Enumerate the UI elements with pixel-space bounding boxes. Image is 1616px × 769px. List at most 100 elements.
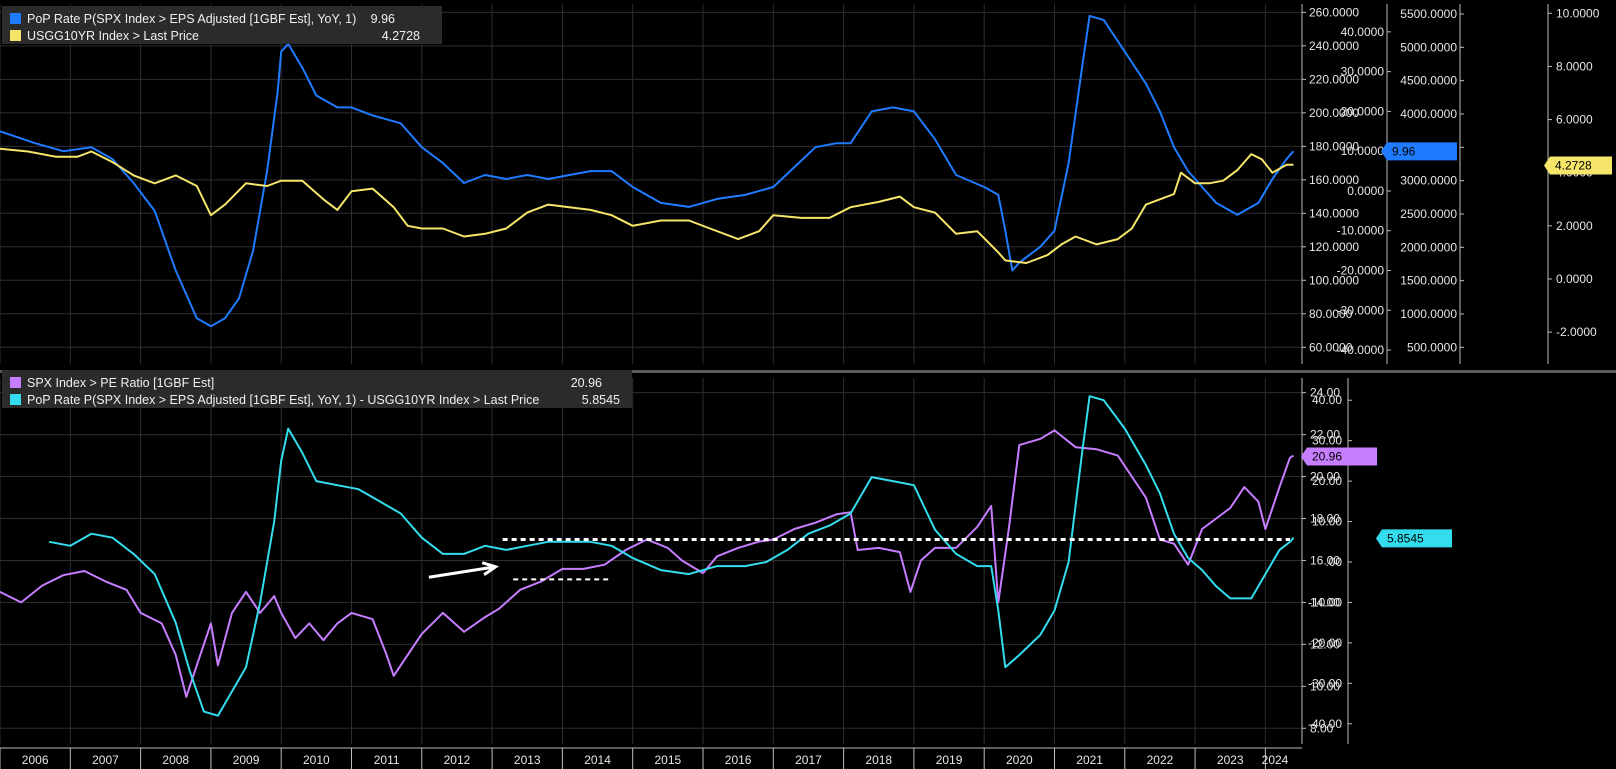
tick-label-bottom-axis2: .00 [1325,555,1342,569]
tick-label-top-axis2: -40.0000 [1337,343,1385,357]
x-tick-label: 2018 [865,753,892,767]
tick-label-bottom-axis1: 8.00 [1310,721,1334,735]
tick-label-bottom-axis1: 12.00 [1310,637,1340,651]
tick-label-top-axis4: 8.0000 [1556,59,1593,73]
tick-label-bottom-axis1: 24.00 [1310,386,1340,400]
tick-label-top-axis3: 500.0000 [1407,340,1457,354]
tick-label-top-axis1: 60.0000 [1309,340,1353,354]
tick-label-top-axis4: 0.0000 [1556,272,1593,286]
value-badge [1381,142,1457,161]
legend-value: 9.96 [371,12,395,26]
tick-label-top-axis1: 80.0000 [1309,307,1353,321]
panel-divider [0,370,1616,373]
tick-label-top-axis1: 240.0000 [1309,39,1359,53]
tick-label-top-axis4: -2.0000 [1556,325,1597,339]
annotation-arrow [428,565,496,579]
axes-layer: 260.0000 240.0000 220.0000 200.0000 180.0000… [1301,4,1600,744]
tick-label-top-axis3: 5500.0000 [1400,7,1457,21]
legend-value: 5.8545 [582,393,620,407]
tick-label-bottom-axis2: -30.00 [1308,676,1342,690]
legend-value: 20.96 [571,376,602,390]
tick-label-top-axis3: 1000.0000 [1400,307,1457,321]
tick-label-top-axis2: 30.0000 [1341,65,1385,79]
tick-label-top-axis4: 6.0000 [1556,113,1593,127]
annotation-arrow-head [481,561,500,576]
tick-label-bottom-axis1: 14.00 [1310,595,1340,609]
tick-label-top-axis3: 2500.0000 [1400,207,1457,221]
x-tick-label: 2014 [584,753,611,767]
legend-swatch [10,30,21,41]
tick-label-top-axis3: 4500.0000 [1400,74,1457,88]
x-tick-label: 2008 [162,753,189,767]
value-badge [1544,156,1612,175]
x-tick-label: 2019 [936,753,963,767]
tick-label-bottom-axis2: 40.00 [1312,393,1342,407]
tick-label-top-axis2: -10.0000 [1337,224,1385,238]
tick-label-top-axis1: 260.0000 [1309,5,1359,19]
tick-label-top-axis2: 10.0000 [1341,144,1385,158]
tick-label-top-axis3: 4000.0000 [1400,107,1457,121]
annotations-layer [428,538,1290,581]
tick-label-top-axis2: -20.0000 [1337,264,1385,278]
tick-label-bottom-axis2: -10.00 [1308,595,1342,609]
x-tick-label: 2023 [1217,753,1244,767]
tick-label-top-axis3: 2000.0000 [1400,240,1457,254]
tick-label-bottom-axis2: 30.00 [1312,434,1342,448]
x-tick-label: 2021 [1076,753,1103,767]
x-tick-label: 2022 [1147,753,1174,767]
series-layer [0,14,1295,717]
x-tick-label: 2017 [795,753,822,767]
tick-label-top-axis4: 10.0000 [1556,6,1600,20]
tick-label-bottom-axis2: -40.00 [1308,717,1342,731]
tick-label-bottom-axis1: 10.00 [1310,679,1340,693]
value-badge-text: 20.96 [1312,449,1342,463]
legend-value: 4.2728 [382,29,420,43]
tick-label-bottom-axis1: 20.00 [1310,470,1340,484]
tick-label-top-axis1: 140.0000 [1309,206,1359,220]
x-tick-label: 2010 [303,753,330,767]
tick-label-bottom-axis2: 20.00 [1312,474,1342,488]
tick-label-top-axis4: 2.0000 [1556,219,1593,233]
x-tick-label: 2009 [233,753,260,767]
legend-label: USGG10YR Index > Last Price [27,29,199,43]
x-tick-label: 2006 [22,753,49,767]
legend-box-bottom[interactable] [2,370,632,408]
tick-label-top-axis2: 40.0000 [1341,25,1385,39]
tick-label-top-axis2: 20.0000 [1341,104,1385,118]
tick-label-bottom-axis2: -20.00 [1308,636,1342,650]
tick-label-top-axis2: -30.0000 [1337,303,1385,317]
x-tick-label: 2015 [654,753,681,767]
x-tick-label: 2020 [1006,753,1033,767]
legend-swatch [10,394,21,405]
legend-label: PoP Rate P(SPX Index > EPS Adjusted [1GB… [27,12,356,26]
tick-label-top-axis1: 120.0000 [1309,240,1359,254]
tick-label-top-axis1: 220.0000 [1309,72,1359,86]
tick-label-top-axis2: 0.0000 [1347,184,1384,198]
series-line-bottom-0 [0,429,1295,698]
tick-label-top-axis1: 100.0000 [1309,273,1359,287]
legend-label: PoP Rate P(SPX Index > EPS Adjusted [1GB… [27,393,539,407]
series-line-bottom-1 [49,395,1295,717]
x-tick-label: 2007 [92,753,119,767]
value-badge-text: 5.8545 [1387,531,1424,545]
tick-label-top-axis1: 180.0000 [1309,139,1359,153]
legends-layer[interactable]: PoP Rate P(SPX Index > EPS Adjusted [1GB… [2,6,632,408]
legend-swatch [10,13,21,24]
tick-label-bottom-axis1: 18.00 [1310,512,1340,526]
x-tick-label: 2016 [725,753,752,767]
series-line-top-1 [0,147,1294,264]
tick-label-top-axis3: 5000.0000 [1400,40,1457,54]
badges-layer: 9.96 4.2728 20.96 5.8545 [1301,142,1612,548]
x-tick-label: 2012 [444,753,471,767]
tick-label-bottom-axis1: 16.00 [1310,553,1340,567]
x-tick-label: 2011 [374,753,400,767]
x-tick-label: 2013 [514,753,541,767]
tick-label-bottom-axis1: 22.00 [1310,428,1340,442]
x-axis: 2006 2007 2008 2009 2010 2011 2012 2013 2014 2015… [0,747,1302,769]
series-line-top-0 [0,14,1295,328]
legend-box-top[interactable] [2,6,442,44]
x-tick-label: 2024 [1262,753,1289,767]
legend-swatch [10,377,21,388]
tick-label-bottom-axis2: 10.00 [1312,515,1342,529]
